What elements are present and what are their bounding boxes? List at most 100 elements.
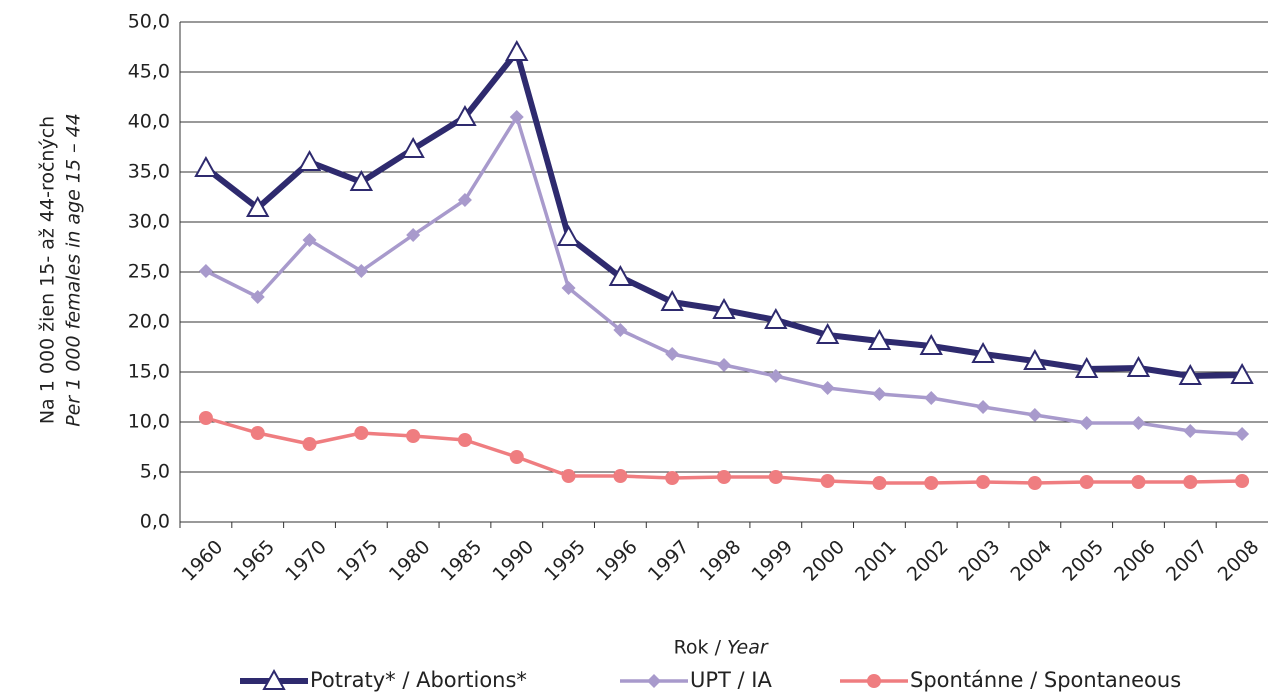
data-point xyxy=(406,429,421,443)
data-point xyxy=(1131,416,1146,430)
data-point xyxy=(924,476,939,490)
data-point xyxy=(872,476,887,490)
y-tick-label: 40,0 xyxy=(128,111,170,133)
y-axis-title: Na 1 000 žien 15- až 44-ročných xyxy=(37,116,59,424)
data-point xyxy=(1183,424,1198,438)
data-point xyxy=(1230,362,1254,384)
y-tick-label: 20,0 xyxy=(128,311,170,333)
x-tick-label: 1990 xyxy=(488,536,538,586)
data-point xyxy=(976,400,991,414)
data-point xyxy=(354,264,369,278)
data-point xyxy=(250,426,265,440)
data-point xyxy=(660,289,684,311)
y-axis-subtitle: Per 1 000 females in age 15 – 44 xyxy=(63,113,85,427)
data-point xyxy=(505,39,529,61)
x-tick-label: 2005 xyxy=(1058,536,1108,586)
data-point xyxy=(1183,475,1198,489)
data-point xyxy=(302,437,317,451)
data-point xyxy=(608,264,633,286)
data-point xyxy=(717,358,731,372)
data-point xyxy=(815,322,840,344)
x-tick-label: 1996 xyxy=(592,536,642,586)
x-tick-label: 2008 xyxy=(1214,536,1264,586)
data-point xyxy=(768,369,783,383)
data-point xyxy=(246,195,270,217)
x-tick-label: 1995 xyxy=(540,536,590,586)
data-point xyxy=(406,228,421,242)
data-point xyxy=(453,104,477,126)
data-point xyxy=(919,333,943,355)
data-point xyxy=(1027,476,1042,490)
x-tick-label: 1997 xyxy=(644,536,694,586)
data-point xyxy=(665,347,680,361)
data-point xyxy=(820,381,835,395)
legend-label: UPT / IA xyxy=(690,668,772,692)
data-point xyxy=(1131,475,1146,489)
data-point xyxy=(820,474,835,488)
data-point xyxy=(250,290,265,304)
x-tick-label: 2002 xyxy=(903,536,953,586)
x-tick-label: 2006 xyxy=(1110,536,1160,586)
x-tick-label: 1985 xyxy=(437,536,487,586)
legend-label: Spontánne / Spontaneous xyxy=(910,668,1181,692)
y-tick-label: 45,0 xyxy=(128,61,170,83)
data-point xyxy=(768,470,783,484)
data-point xyxy=(712,297,736,319)
legend-label: Potraty* / Abortions* xyxy=(310,668,527,692)
x-axis-subtitle: Year xyxy=(727,637,769,659)
series-line xyxy=(204,49,1243,379)
y-tick-label: 50,0 xyxy=(128,11,170,33)
x-tick-label: 2004 xyxy=(1007,536,1057,586)
data-point xyxy=(1178,363,1202,385)
y-tick-label: 15,0 xyxy=(128,361,170,383)
x-tick-label: 1999 xyxy=(747,536,797,586)
x-tick-label: 2001 xyxy=(851,536,901,586)
data-point xyxy=(457,193,472,207)
legend-marker xyxy=(262,668,286,690)
data-point xyxy=(349,169,374,191)
x-tick-label: 2007 xyxy=(1162,536,1212,586)
data-point xyxy=(971,341,995,363)
data-point xyxy=(976,475,991,489)
y-tick-label: 5,0 xyxy=(140,461,170,483)
legend-marker xyxy=(647,674,661,688)
y-tick-label: 25,0 xyxy=(128,261,170,283)
x-tick-label: 1975 xyxy=(333,536,383,586)
x-tick-label: 2003 xyxy=(955,536,1005,586)
data-point xyxy=(509,110,524,124)
data-point xyxy=(401,136,425,158)
data-point xyxy=(764,307,788,329)
data-point xyxy=(1027,408,1042,422)
data-point xyxy=(613,469,628,483)
data-point xyxy=(198,411,213,425)
data-point xyxy=(354,426,369,440)
legend-marker xyxy=(867,674,881,688)
data-point xyxy=(556,224,581,246)
data-point xyxy=(194,155,218,177)
x-tick-label: 1970 xyxy=(281,536,331,586)
data-point xyxy=(561,469,576,483)
data-point xyxy=(457,433,472,447)
data-point xyxy=(561,281,576,295)
x-tick-label: 1960 xyxy=(178,536,228,586)
data-point xyxy=(509,450,524,464)
data-point xyxy=(1023,348,1047,370)
x-axis-title: Rok / xyxy=(674,637,722,659)
data-point xyxy=(665,471,680,485)
x-tick-label: 1965 xyxy=(229,536,279,586)
data-point xyxy=(297,149,322,171)
y-tick-label: 0,0 xyxy=(140,511,170,533)
x-tick-label: 1980 xyxy=(385,536,435,586)
data-point xyxy=(613,323,628,337)
data-point xyxy=(867,328,892,350)
data-point xyxy=(1126,355,1151,377)
data-point xyxy=(1079,475,1094,489)
y-tick-label: 10,0 xyxy=(128,411,170,433)
data-point xyxy=(872,387,887,401)
x-tick-label: 1998 xyxy=(696,536,746,586)
data-point xyxy=(924,391,939,405)
y-tick-label: 35,0 xyxy=(128,161,170,183)
data-point xyxy=(198,264,213,278)
data-point xyxy=(1235,427,1250,441)
